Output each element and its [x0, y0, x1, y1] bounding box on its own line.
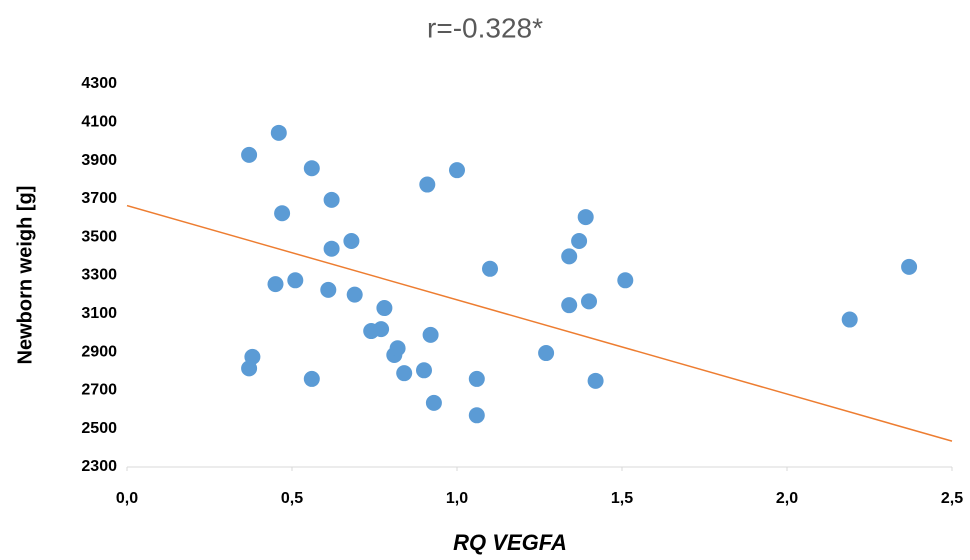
y-tick-label: 2700	[81, 382, 117, 399]
point	[323, 240, 340, 257]
point	[241, 146, 258, 163]
x-tick-label: 0,0	[116, 490, 138, 507]
chart-title: r=-0.328*	[427, 12, 543, 43]
point	[267, 276, 284, 293]
point	[373, 321, 390, 338]
point	[270, 124, 287, 141]
y-tick-label: 3500	[81, 228, 117, 245]
y-tick-label: 3900	[81, 152, 117, 169]
point	[274, 205, 291, 222]
y-tick-label: 3700	[81, 190, 117, 207]
x-tick-label: 0,5	[281, 490, 303, 507]
point	[376, 300, 393, 317]
x-tick-label: 2,5	[941, 490, 963, 507]
point	[323, 191, 340, 208]
point	[416, 362, 432, 379]
point	[587, 372, 604, 389]
point	[468, 407, 485, 424]
x-tick-label: 2,0	[776, 490, 798, 507]
y-tick-label: 4100	[81, 114, 117, 131]
point	[241, 360, 258, 377]
y-axis-label: Newborn weigh [g]	[14, 186, 36, 365]
point	[389, 340, 406, 357]
x-tick-label: 1,0	[446, 490, 468, 507]
x-tick-label: 1,5	[611, 490, 633, 507]
point	[581, 293, 597, 310]
point	[617, 272, 634, 289]
point	[346, 286, 363, 303]
point	[449, 162, 465, 179]
point	[561, 248, 578, 265]
y-tick-label: 3100	[81, 305, 117, 322]
point	[577, 209, 594, 226]
point	[538, 345, 555, 362]
point	[468, 370, 485, 387]
point	[343, 233, 360, 250]
y-tick-label: 4300	[81, 75, 117, 92]
point	[561, 297, 578, 314]
point	[287, 272, 304, 289]
point	[396, 365, 413, 382]
point	[303, 160, 320, 177]
y-tick-label: 2500	[81, 420, 117, 437]
y-tick-label: 2900	[81, 343, 117, 360]
point	[841, 311, 858, 328]
y-tick-label: 2300	[81, 458, 117, 475]
y-tick-label: 3300	[81, 267, 117, 284]
point	[320, 281, 337, 298]
point	[571, 233, 588, 250]
point	[419, 176, 436, 193]
trendline	[126, 204, 953, 442]
point	[425, 394, 442, 411]
point	[422, 326, 439, 343]
point	[901, 258, 918, 275]
x-axis-label: RQ VEGFA	[453, 530, 567, 555]
point	[482, 260, 498, 277]
point	[303, 370, 320, 387]
